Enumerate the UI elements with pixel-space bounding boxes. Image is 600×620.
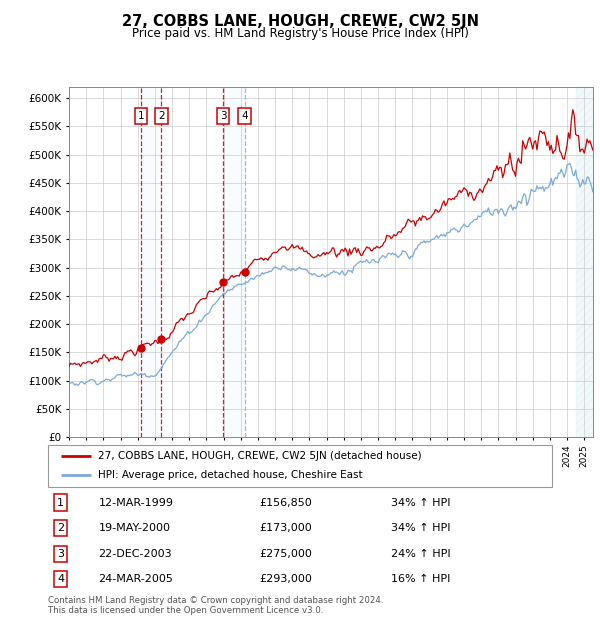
Bar <box>141 87 161 437</box>
Text: 22-DEC-2003: 22-DEC-2003 <box>98 549 172 559</box>
Text: 12-MAR-1999: 12-MAR-1999 <box>98 498 173 508</box>
Text: 27, COBBS LANE, HOUGH, CREWE, CW2 5JN: 27, COBBS LANE, HOUGH, CREWE, CW2 5JN <box>121 14 479 29</box>
Text: £156,850: £156,850 <box>260 498 313 508</box>
Text: 2: 2 <box>57 523 64 533</box>
Text: 34% ↑ HPI: 34% ↑ HPI <box>391 523 450 533</box>
Text: 1: 1 <box>57 498 64 508</box>
Text: 16% ↑ HPI: 16% ↑ HPI <box>391 574 450 584</box>
Text: 24% ↑ HPI: 24% ↑ HPI <box>391 549 451 559</box>
Text: 19-MAY-2000: 19-MAY-2000 <box>98 523 170 533</box>
Text: 3: 3 <box>220 111 226 121</box>
Text: 3: 3 <box>57 549 64 559</box>
Text: £293,000: £293,000 <box>260 574 313 584</box>
Text: 4: 4 <box>241 111 248 121</box>
Text: 27, COBBS LANE, HOUGH, CREWE, CW2 5JN (detached house): 27, COBBS LANE, HOUGH, CREWE, CW2 5JN (d… <box>98 451 422 461</box>
Text: 24-MAR-2005: 24-MAR-2005 <box>98 574 173 584</box>
Text: 34% ↑ HPI: 34% ↑ HPI <box>391 498 450 508</box>
Text: 1: 1 <box>137 111 144 121</box>
Bar <box>575 87 593 437</box>
Text: 4: 4 <box>57 574 64 584</box>
FancyBboxPatch shape <box>48 445 552 487</box>
Bar <box>223 87 245 437</box>
Text: 2: 2 <box>158 111 165 121</box>
Text: £173,000: £173,000 <box>260 523 313 533</box>
Text: Price paid vs. HM Land Registry's House Price Index (HPI): Price paid vs. HM Land Registry's House … <box>131 27 469 40</box>
Text: Contains HM Land Registry data © Crown copyright and database right 2024.
This d: Contains HM Land Registry data © Crown c… <box>48 596 383 615</box>
Text: £275,000: £275,000 <box>260 549 313 559</box>
Text: HPI: Average price, detached house, Cheshire East: HPI: Average price, detached house, Ches… <box>98 471 363 480</box>
